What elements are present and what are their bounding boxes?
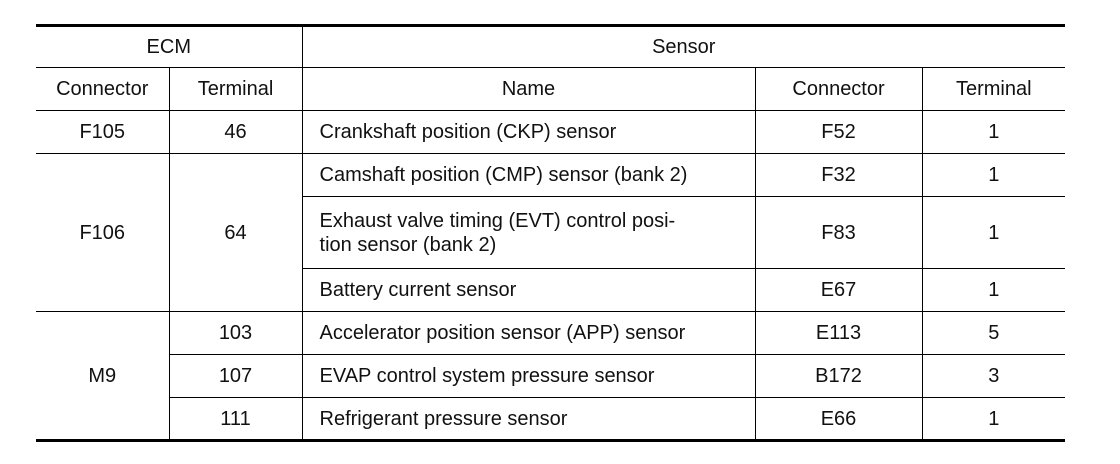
ecm-terminal-cell: 111 [169,397,303,441]
sensor-name-cell: Battery current sensor [302,268,756,312]
sensor-terminal-cell: 1 [922,153,1066,197]
table-row: F105 46 Crankshaft position (CKP) sensor… [36,110,1066,154]
table-row: F106 64 Camshaft position (CMP) sensor (… [36,153,1066,312]
table-row: 111 Refrigerant pressure sensor E66 1 [36,397,1065,441]
sensor-terminal-cell: 1 [988,407,1000,430]
sensor-connector-header: Connector [755,67,923,111]
ecm-terminal-cell: 103 [169,311,303,355]
sensor-name-line-1: Exhaust valve timing (EVT) control posi- [319,209,676,232]
sensor-name-line-2: tion sensor (bank 2) [319,233,497,256]
header-row-columns: Connector Terminal Name Connector Termin… [36,67,1066,111]
sensor-name-cell: EVAP control system pressure sensor [302,354,756,398]
ecm-terminal-cell: 46 [169,110,303,154]
sensor-connector-cell: E66 [755,397,923,441]
table-row: 107 EVAP control system pressure sensor … [36,354,1066,398]
sensor-terminal-cell: 5 [922,311,1066,355]
table-row: M9 103 Accelerator position sensor (APP)… [36,311,1066,441]
header-row-group: ECM Sensor [36,25,1066,68]
ecm-sensor-table: ECM Sensor Connector Terminal Name Conne… [36,24,1066,442]
sensor-connector-cell: E67 [755,268,923,312]
sensor-name-header: Name [302,67,756,111]
ecm-connector-header: Connector [36,67,170,111]
sensor-connector-cell: F32 [755,153,923,197]
ecm-connector-cell: F105 [36,110,170,154]
sensor-connector-cell: E113 [755,311,923,355]
sensor-name-cell: Exhaust valve timing (EVT) control posi-… [302,196,756,269]
sensor-terminal-cell: 1 [922,110,1066,154]
sensor-terminal-cell: 1 [922,196,1066,269]
ecm-terminal-header: Terminal [169,67,303,111]
sensor-connector-cell: F83 [755,196,923,269]
sensor-connector-cell: F52 [755,110,923,154]
ecm-terminal-cell: 107 [169,354,303,398]
sensor-terminal-cell: 1 [922,268,1066,312]
table-row: Exhaust valve timing (EVT) control posi-… [36,196,1066,269]
sensor-name-cell: Crankshaft position (CKP) sensor [302,110,756,154]
ecm-connector-cell: M9 [36,311,170,441]
sensor-name-cell: Accelerator position sensor (APP) sensor [302,311,756,355]
sensor-terminal-cell: 3 [922,354,1066,398]
ecm-group-header: ECM [36,25,303,68]
sensor-name-cell: Refrigerant pressure sensor [302,397,756,441]
sensor-connector-cell: B172 [755,354,923,398]
ecm-connector-cell: F106 [36,153,170,312]
table-row: Battery current sensor E67 1 [36,268,1066,312]
ecm-terminal-cell: 64 [169,153,303,312]
sensor-group-header: Sensor [302,25,1066,68]
sensor-terminal-header: Terminal [922,67,1066,111]
sensor-name-cell: Camshaft position (CMP) sensor (bank 2) [302,153,756,197]
